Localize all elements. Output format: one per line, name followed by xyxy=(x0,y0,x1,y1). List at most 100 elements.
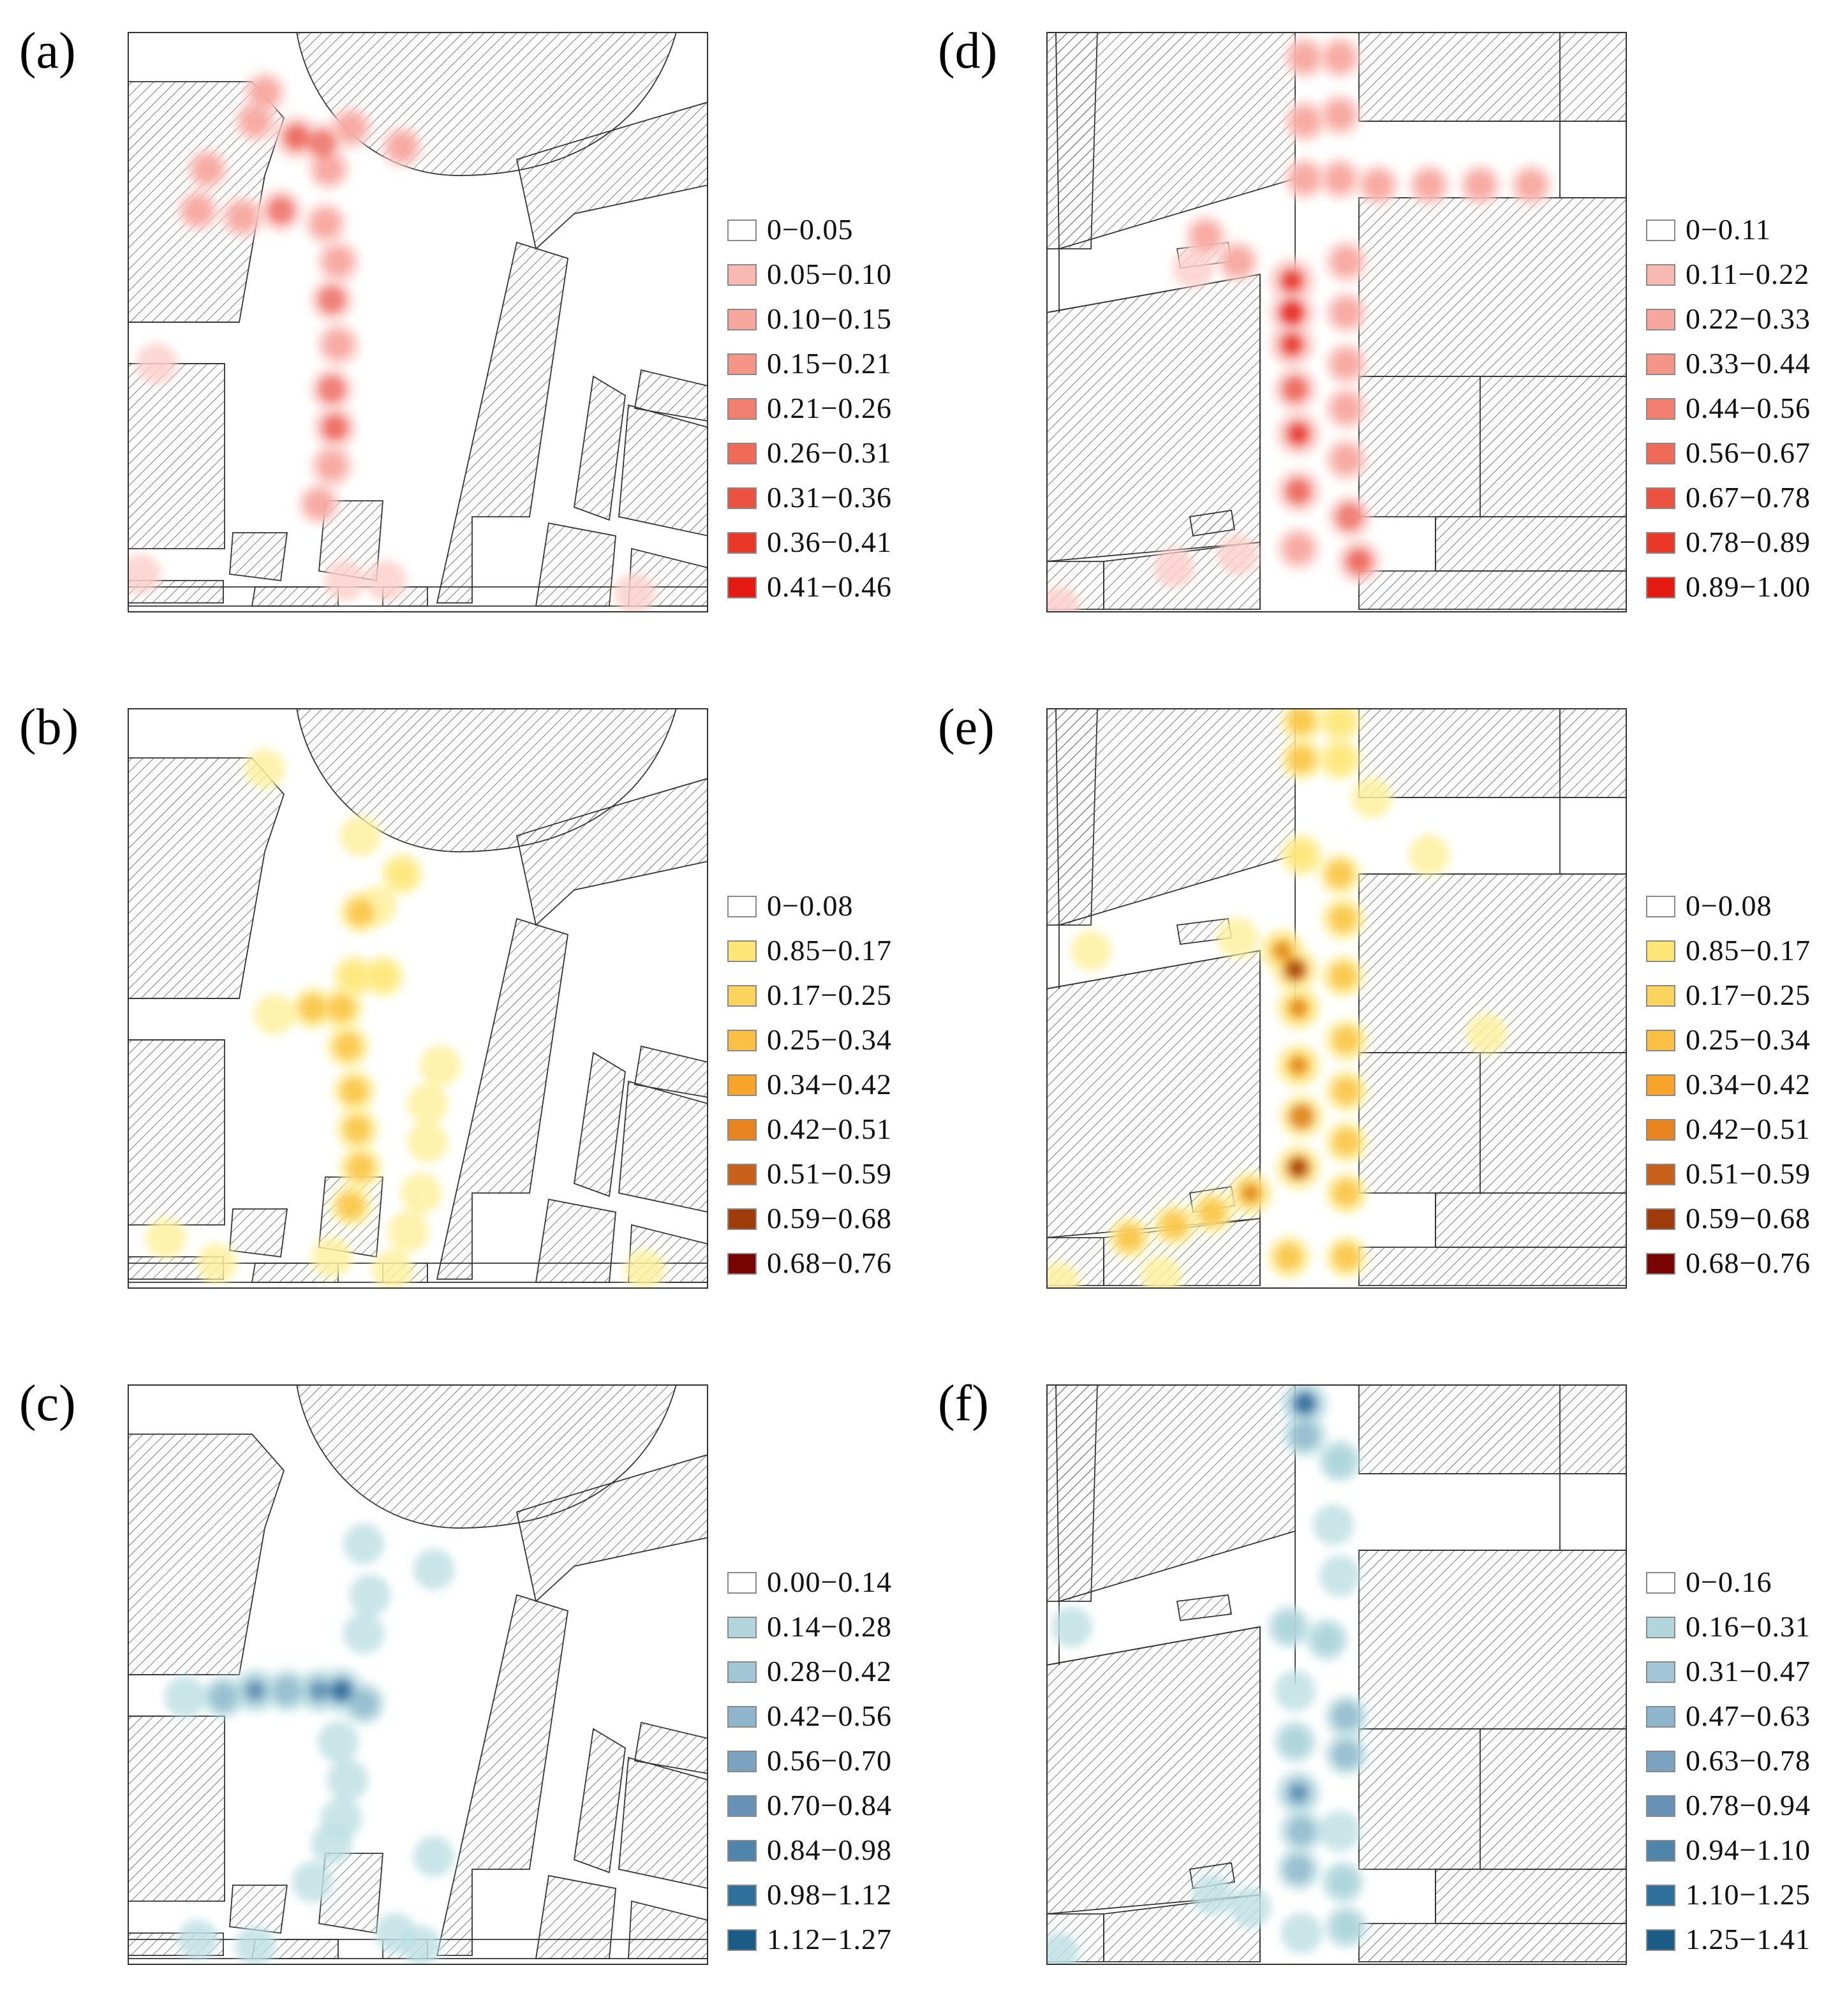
legend-label: 0.34−0.42 xyxy=(767,1068,892,1101)
legend-label: 0.59−0.68 xyxy=(1686,1202,1811,1234)
building-footprint xyxy=(1358,1923,1627,1962)
density-core xyxy=(1364,171,1392,199)
density-core xyxy=(1287,708,1316,735)
legend-item: 0.16−0.31 xyxy=(1646,1610,1847,1646)
density-blob xyxy=(1046,586,1079,612)
density-core xyxy=(1332,445,1360,473)
legend-item: 0.78−0.94 xyxy=(1646,1789,1847,1825)
density-core xyxy=(1291,43,1319,71)
building-footprint xyxy=(1358,1384,1627,1474)
legend-swatch xyxy=(727,353,757,375)
density-core xyxy=(1291,165,1319,193)
legend-swatch xyxy=(1646,940,1675,962)
legend-item: 0.63−0.78 xyxy=(1646,1744,1847,1780)
legend-swatch xyxy=(727,577,757,598)
density-blob xyxy=(1408,834,1450,876)
density-core xyxy=(267,196,295,225)
density-core xyxy=(1332,1179,1360,1207)
building-footprint xyxy=(1358,376,1627,517)
legend-swatch xyxy=(727,1706,757,1728)
legend-label: 0.25−0.34 xyxy=(767,1023,892,1056)
density-blob xyxy=(177,1919,218,1960)
legend-item: 0.25−0.34 xyxy=(727,1023,931,1059)
legend-swatch xyxy=(1646,1164,1675,1185)
building-footprint xyxy=(1358,1728,1627,1870)
density-core xyxy=(1326,43,1354,71)
density-blob xyxy=(413,1548,455,1590)
density-core xyxy=(228,203,256,231)
legend-swatch xyxy=(727,1074,757,1096)
legend-swatch xyxy=(1646,1253,1675,1275)
density-core xyxy=(1275,1613,1303,1641)
density-peak xyxy=(1290,1784,1307,1801)
legend-swatch xyxy=(727,940,757,962)
building-footprint xyxy=(1358,708,1627,798)
density-core xyxy=(1329,905,1357,933)
map-border xyxy=(1046,32,1627,612)
density-blob xyxy=(1191,1874,1233,1916)
density-peak xyxy=(1296,1395,1313,1412)
building-footprint xyxy=(1176,1594,1233,1622)
legend-label: 0.78−0.94 xyxy=(1686,1789,1811,1821)
density-core xyxy=(324,248,352,276)
legend-swatch xyxy=(1646,219,1675,241)
legend-item: 0.85−0.17 xyxy=(1646,934,1847,970)
density-peak xyxy=(311,1682,327,1699)
legend-swatch xyxy=(1646,985,1675,1007)
density-core xyxy=(327,994,355,1022)
density-core xyxy=(315,155,343,183)
legend-label: 0.31−0.36 xyxy=(767,481,892,514)
density-core xyxy=(1291,1421,1319,1449)
density-core xyxy=(343,1115,371,1143)
density-core xyxy=(334,1032,362,1060)
legend-label: 0.28−0.42 xyxy=(767,1655,892,1687)
density-peak xyxy=(1290,1057,1307,1074)
legend-label: 1.25−1.41 xyxy=(1686,1923,1811,1955)
legend-item: 0.10−0.15 xyxy=(727,302,931,338)
density-core xyxy=(1192,222,1220,250)
panel-f: (f) 0−0.16 0.16−0.31 0.31−0.47 0.47−0.63 0.6… xyxy=(938,1378,1844,2016)
legend-swatch xyxy=(1646,1751,1675,1772)
density-core xyxy=(1198,1198,1226,1226)
legend-label: 0.42−0.51 xyxy=(1686,1113,1811,1145)
building-footprint xyxy=(229,532,288,582)
building-footprint xyxy=(229,1208,288,1258)
street-line xyxy=(1046,1626,1261,1666)
density-peak xyxy=(1274,942,1291,959)
density-core xyxy=(1332,1702,1360,1730)
legend-label: 0.16−0.31 xyxy=(1686,1610,1811,1643)
density-hotspots xyxy=(164,1523,455,1965)
legend-item: 0−0.11 xyxy=(1646,213,1847,249)
legend-swatch xyxy=(1646,896,1675,917)
legend-item: 0.51−0.59 xyxy=(1646,1157,1847,1193)
map-b xyxy=(128,708,708,1289)
legend-label: 0.67−0.78 xyxy=(1686,481,1811,514)
density-core xyxy=(1332,1913,1360,1941)
density-core xyxy=(1332,1128,1360,1156)
legend-label: 0.42−0.56 xyxy=(767,1700,892,1732)
legend-item: 0.41−0.46 xyxy=(727,570,931,606)
density-blob xyxy=(1229,1886,1272,1929)
density-blob xyxy=(387,1210,429,1252)
legend-swatch xyxy=(1646,443,1675,464)
legend-swatch xyxy=(1646,1119,1675,1141)
density-core xyxy=(1332,1026,1360,1054)
map-f xyxy=(1046,1384,1627,1965)
legend-swatch xyxy=(1646,532,1675,554)
legend-swatch xyxy=(727,1929,757,1951)
legend-swatch xyxy=(727,1661,757,1683)
legend-label: 1.12−1.27 xyxy=(767,1923,892,1955)
legend-item: 0.34−0.42 xyxy=(727,1068,931,1104)
legend-item: 0.98−1.12 xyxy=(727,1878,931,1914)
density-peak xyxy=(1290,426,1307,442)
density-blob xyxy=(253,993,295,1035)
density-blob xyxy=(400,1172,442,1214)
legend-swatch xyxy=(1646,309,1675,330)
building-footprint xyxy=(535,522,616,607)
density-core xyxy=(340,1077,368,1105)
legend-swatch xyxy=(727,532,757,554)
density-core xyxy=(1329,962,1357,990)
legend-swatch xyxy=(727,985,757,1007)
density-core xyxy=(193,155,221,183)
density-core xyxy=(1287,745,1316,773)
